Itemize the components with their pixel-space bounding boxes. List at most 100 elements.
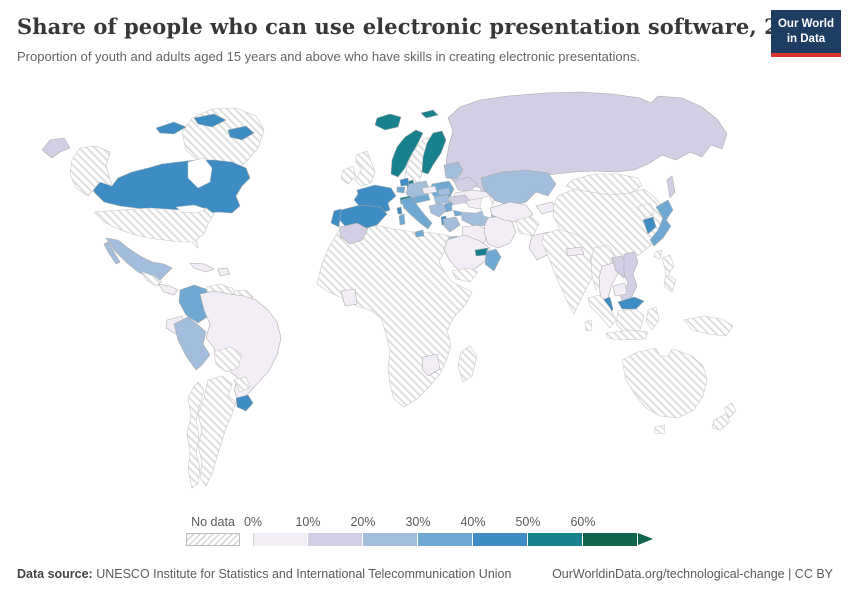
map-legend: No data 0% 10% 20% 30% 40% 50% 60%: [186, 515, 653, 546]
country-belarus[interactable]: [453, 176, 478, 192]
country-iceland[interactable]: [374, 113, 402, 131]
country-italy[interactable]: [400, 196, 433, 230]
legend-color-bar: 0% 10% 20% 30% 40% 50% 60%: [244, 515, 653, 546]
country-cuba[interactable]: [189, 262, 215, 273]
country-uruguay[interactable]: [235, 394, 254, 412]
country-netherlands[interactable]: [399, 177, 410, 187]
country-alaska[interactable]: [69, 145, 113, 197]
country-canada[interactable]: [87, 145, 251, 215]
country-canada-arctic-2[interactable]: [193, 113, 227, 128]
country-philippines[interactable]: [661, 254, 677, 293]
country-oman[interactable]: [484, 248, 502, 272]
country-argentina[interactable]: [197, 375, 237, 487]
country-tasmania[interactable]: [654, 424, 666, 435]
country-corsica[interactable]: [396, 206, 403, 215]
legend-segment-40-50[interactable]: [473, 533, 528, 546]
country-sri-lanka[interactable]: [584, 319, 593, 332]
country-morocco[interactable]: [339, 222, 369, 245]
legend-no-data-block[interactable]: No data: [186, 515, 240, 546]
country-canada-arctic-1[interactable]: [155, 121, 187, 135]
country-panama-costa-rica[interactable]: [157, 283, 179, 296]
owid-logo-line2: in Data: [786, 33, 826, 46]
owid-logo[interactable]: Our World in Data: [771, 10, 841, 58]
country-brazil[interactable]: [199, 290, 282, 401]
country-peru[interactable]: [173, 316, 211, 371]
country-bolivia[interactable]: [213, 346, 243, 373]
country-ireland[interactable]: [340, 165, 357, 185]
country-sardinia[interactable]: [398, 213, 406, 226]
legend-no-data-swatch[interactable]: [186, 533, 240, 546]
country-finland[interactable]: [421, 130, 447, 175]
country-usa[interactable]: [93, 207, 215, 249]
country-paraguay[interactable]: [233, 376, 251, 393]
country-svalbard[interactable]: [420, 109, 439, 119]
country-japan[interactable]: [649, 199, 674, 247]
footer-source-text: UNESCO Institute for Statistics and Inte…: [92, 567, 512, 581]
country-south-korea[interactable]: [642, 216, 657, 235]
country-mexico[interactable]: [105, 237, 173, 283]
legend-segments: [253, 533, 653, 546]
page-title: Share of people who can use electronic p…: [17, 14, 823, 39]
country-croatia-bosnia[interactable]: [428, 202, 448, 218]
country-borneo[interactable]: [615, 308, 645, 335]
legend-segment-30-40[interactable]: [418, 533, 473, 546]
legend-no-data-label: No data: [191, 515, 235, 529]
country-sicily[interactable]: [414, 229, 425, 238]
legend-arrow-icon: [638, 533, 653, 545]
legend-segment-10-20[interactable]: [308, 533, 363, 546]
country-north-korea[interactable]: [637, 202, 655, 220]
country-chukotka[interactable]: [41, 137, 71, 159]
country-slovakia[interactable]: [437, 187, 451, 196]
country-saudi-arabia[interactable]: [443, 234, 491, 273]
country-cote-divoire[interactable]: [340, 288, 358, 307]
country-portugal[interactable]: [330, 208, 342, 228]
country-yemen[interactable]: [451, 267, 479, 283]
country-sakhalin[interactable]: [666, 175, 676, 199]
country-hungary[interactable]: [433, 194, 451, 205]
country-mexico-baja[interactable]: [103, 241, 121, 265]
country-afghanistan[interactable]: [515, 216, 540, 237]
country-greece[interactable]: [442, 216, 461, 233]
world-map: [41, 91, 737, 489]
legend-tick-60: 60%: [570, 515, 596, 529]
country-kyrgyzstan-tajikistan[interactable]: [535, 201, 557, 215]
country-new-guinea[interactable]: [683, 315, 734, 337]
country-uk[interactable]: [354, 150, 376, 187]
legend-segment-20-30[interactable]: [363, 533, 418, 546]
country-nepal[interactable]: [565, 246, 585, 257]
country-taiwan[interactable]: [653, 249, 663, 260]
great-lakes: [175, 204, 207, 214]
country-baltics[interactable]: [443, 161, 464, 180]
country-nz-north[interactable]: [723, 402, 737, 419]
country-canada-arctic-3[interactable]: [227, 125, 255, 141]
legend-tick-50: 50%: [515, 515, 541, 529]
legend-segment-50-60[interactable]: [528, 533, 583, 546]
legend-tick-40: 40%: [460, 515, 486, 529]
country-chile[interactable]: [186, 381, 205, 489]
country-spain[interactable]: [337, 204, 388, 231]
country-australia[interactable]: [621, 347, 708, 419]
country-java[interactable]: [605, 329, 649, 341]
country-kazakhstan[interactable]: [480, 169, 557, 207]
legend-segment-0-10[interactable]: [253, 533, 308, 546]
legend-segment-60-plus[interactable]: [583, 533, 638, 546]
country-norway[interactable]: [390, 129, 424, 178]
footer-source: Data source: UNESCO Institute for Statis…: [17, 567, 511, 581]
country-sumatra[interactable]: [587, 294, 617, 329]
country-zimbabwe[interactable]: [421, 353, 441, 377]
country-uae[interactable]: [474, 247, 489, 257]
country-nz-south[interactable]: [711, 413, 731, 431]
country-czechia[interactable]: [421, 185, 438, 195]
country-sulawesi[interactable]: [645, 306, 660, 331]
chart-subtitle: Proportion of youth and adults aged 15 y…: [17, 49, 640, 64]
country-madagascar[interactable]: [457, 345, 478, 383]
country-hispaniola[interactable]: [217, 267, 231, 277]
hudson-bay: [187, 157, 213, 189]
country-austria[interactable]: [413, 193, 431, 204]
country-cambodia[interactable]: [612, 282, 628, 297]
footer-link[interactable]: OurWorldinData.org/technological-change …: [552, 567, 833, 581]
country-belgium[interactable]: [396, 186, 406, 194]
country-malaysia-east[interactable]: [617, 296, 645, 310]
footer-source-label: Data source:: [17, 567, 93, 581]
